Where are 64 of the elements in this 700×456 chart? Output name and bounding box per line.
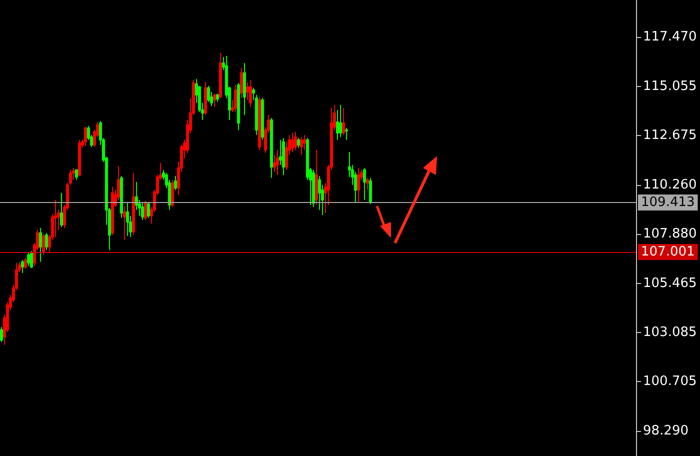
ref-line-label: 107.001 — [641, 244, 695, 260]
y-tick-label: 115.055 — [643, 79, 697, 94]
y-tick-label: 107.880 — [643, 226, 697, 242]
candlestick — [141, 202, 144, 220]
ref-line-label: 109.413 — [641, 195, 695, 210]
candlestick — [249, 79, 252, 108]
candlestick — [261, 97, 264, 140]
candlestick — [126, 202, 129, 237]
candlestick — [60, 192, 63, 228]
candlestick — [258, 96, 261, 150]
candlestick — [123, 206, 126, 240]
candlestick — [0, 326, 3, 342]
candlestick — [234, 84, 237, 112]
candlestick — [204, 81, 207, 116]
candlestick — [237, 82, 240, 131]
candlestick — [369, 177, 372, 204]
candlestick — [297, 138, 300, 148]
candlestick — [42, 233, 45, 256]
candlestick — [132, 172, 135, 236]
candlestick — [45, 232, 48, 250]
candlestick — [27, 252, 30, 266]
candlestick — [120, 176, 123, 218]
candlestick — [144, 200, 147, 220]
candlestick — [291, 132, 294, 152]
candlestick — [345, 127, 348, 140]
candlestick — [219, 52, 222, 98]
candlestick — [147, 201, 150, 218]
candlestick — [366, 177, 369, 190]
candlestick — [342, 108, 345, 136]
candlestick — [363, 168, 366, 200]
candlestick — [357, 168, 360, 204]
candlestick — [39, 228, 42, 262]
y-tick-label: 98.290 — [643, 423, 688, 438]
candlestick — [75, 168, 78, 180]
candlestick — [54, 199, 57, 238]
candlestick — [84, 126, 87, 147]
candlestick — [24, 257, 27, 270]
candlestick — [276, 149, 279, 176]
candlestick — [216, 93, 219, 102]
candlestick — [273, 154, 276, 172]
candlestick — [240, 67, 243, 98]
candlestick — [30, 250, 33, 269]
candlestick — [21, 260, 24, 274]
candlestick — [171, 179, 174, 208]
candlestick — [315, 149, 318, 206]
candlestick — [300, 136, 303, 156]
candlestick — [336, 109, 339, 140]
candlestick — [270, 117, 273, 178]
candlestick — [282, 138, 285, 176]
y-tick-label: 105.465 — [643, 276, 697, 292]
candlestick — [174, 176, 177, 190]
y-tick-label: 117.470 — [643, 29, 697, 44]
candlestick — [339, 104, 342, 138]
candlestick — [207, 85, 210, 102]
y-tick-label: 100.705 — [643, 374, 697, 389]
candlestick — [111, 186, 114, 236]
y-tick-label: 103.085 — [643, 324, 697, 340]
candlestick — [78, 139, 81, 177]
candlestick — [294, 131, 297, 150]
y-tick-label: 110.260 — [643, 178, 697, 193]
candlestick — [243, 62, 246, 116]
y-tick-label: 112.675 — [643, 128, 697, 143]
candlestick — [213, 93, 216, 108]
candlestick — [312, 169, 315, 208]
